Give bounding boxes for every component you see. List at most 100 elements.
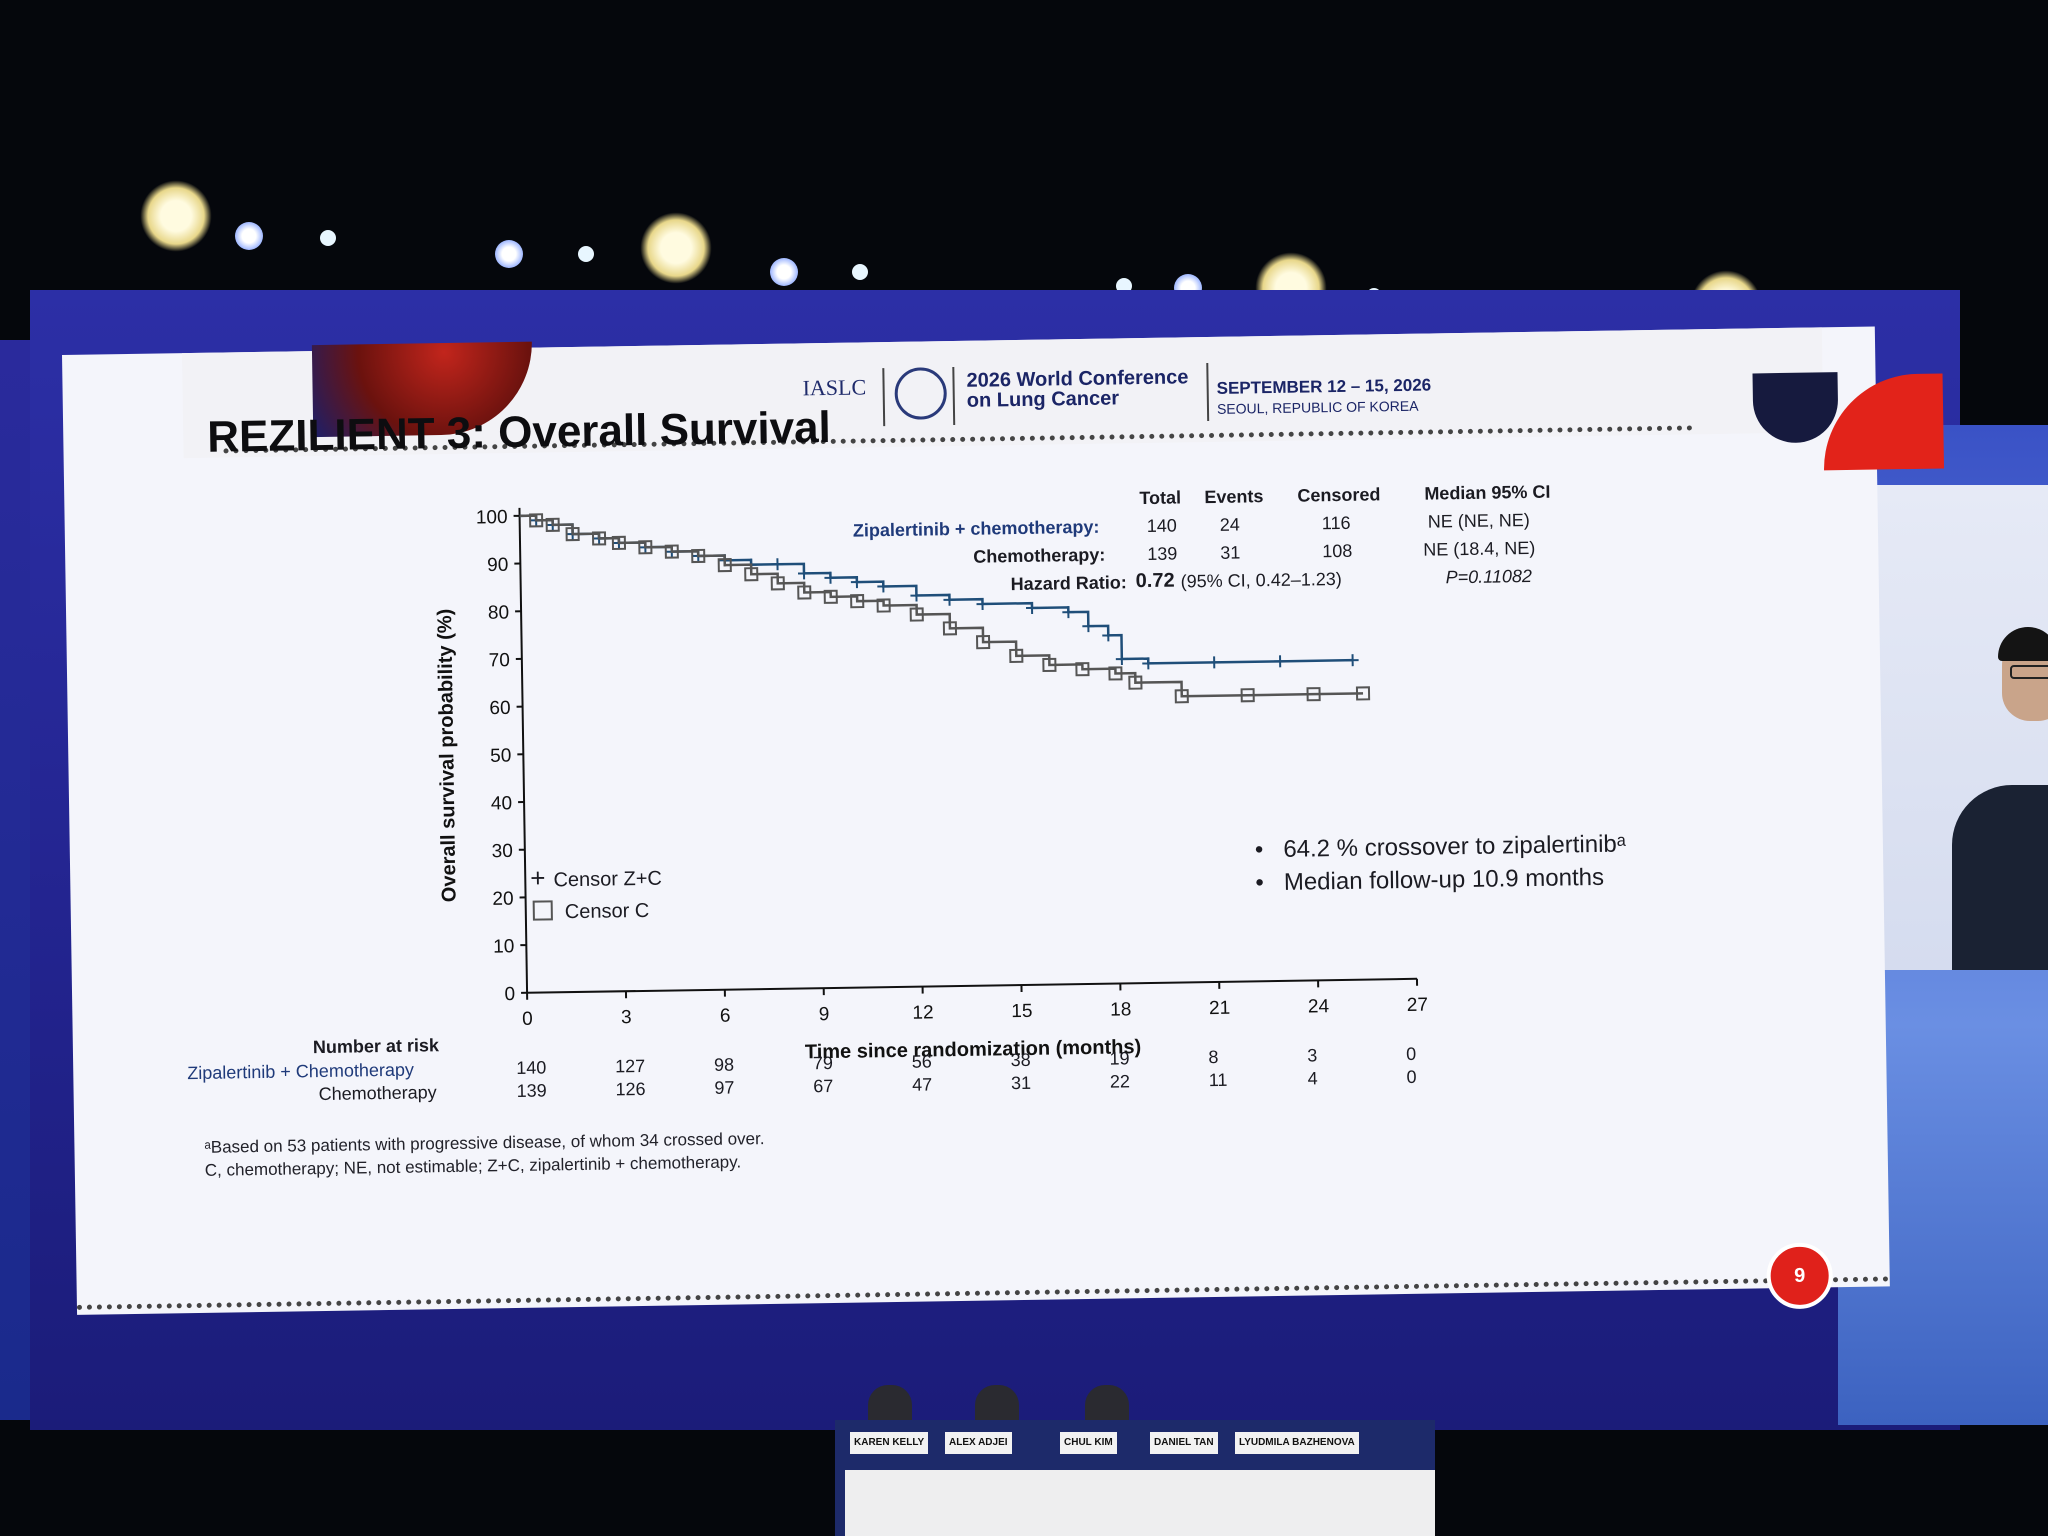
censor-marker-c (797, 585, 812, 600)
risk-value-zc: 56 (911, 1051, 932, 1072)
risk-value-zc: 38 (1010, 1049, 1031, 1071)
risk-value-c: 31 (1010, 1072, 1032, 1094)
y-tick-label: 40 (491, 793, 512, 814)
risk-value-c: 97 (714, 1077, 735, 1098)
risk-value-c: 126 (615, 1078, 646, 1100)
y-tick-label: 50 (490, 745, 511, 766)
square-marker-icon (532, 900, 553, 921)
censor-marker-c (638, 540, 653, 555)
censor-marker-c (664, 544, 679, 559)
censor-marker-zc (1026, 601, 1039, 614)
nameplate: LYUDMILA BAZHENOVA (1235, 1432, 1359, 1454)
risk-value-c: 67 (813, 1075, 834, 1097)
censor-marker-c (1128, 675, 1143, 690)
stage-light (140, 180, 212, 252)
risk-table-header: Number at risk (312, 1035, 440, 1058)
speaker-hair (1998, 627, 2048, 661)
speaker-body (1952, 785, 2048, 970)
stage-light (578, 246, 594, 262)
risk-value-c: 47 (911, 1074, 933, 1095)
risk-value-zc: 0 (1405, 1043, 1417, 1064)
x-tick-label: 27 (1407, 995, 1428, 1016)
x-tick-label: 9 (819, 1004, 830, 1025)
x-tick-label: 12 (912, 1002, 933, 1023)
y-axis-line (518, 507, 529, 993)
censor-marker-zc (771, 558, 784, 571)
censor-marker-zc (1274, 655, 1287, 668)
risk-value-zc: 127 (614, 1055, 646, 1077)
censor-marker-c (529, 513, 544, 528)
stage-light (770, 258, 798, 286)
censor-marker-c (1355, 686, 1371, 701)
censor-marker-zc (910, 589, 923, 602)
stage-light (320, 230, 336, 246)
censor-marker-c (565, 526, 580, 542)
bullet-follow-up: • Median follow-up 10.9 months (1255, 863, 1605, 897)
speaker-glasses (2010, 665, 2048, 679)
legend-c: Censor C (532, 899, 650, 925)
censor-marker-zc (1346, 654, 1359, 667)
stage-light (495, 240, 523, 268)
censor-marker-zc (850, 576, 863, 589)
presentation-slide: IASLC 2026 World Conference on Lung Canc… (62, 326, 1945, 1315)
nameplate: DANIEL TAN (1150, 1432, 1218, 1454)
series-line-zc (519, 514, 1353, 665)
x-tick-label: 0 (522, 1009, 533, 1030)
censor-marker-c (1306, 687, 1321, 702)
plus-marker-icon: + (530, 862, 546, 893)
x-tick-label: 3 (621, 1007, 632, 1028)
x-tick-label: 24 (1308, 996, 1330, 1017)
y-axis-label: Overall survival probability (%) (434, 609, 461, 903)
bullet-crossover-text: 64.2 % crossover to zipalertinibᵃ (1283, 830, 1626, 863)
censor-marker-c (1174, 689, 1189, 704)
censor-marker-zc (943, 593, 956, 606)
censor-marker-c (1042, 657, 1057, 673)
risk-value-c: 22 (1109, 1071, 1131, 1092)
censor-marker-c (691, 548, 706, 564)
y-tick-label: 80 (488, 602, 509, 623)
censor-marker-c (823, 589, 838, 604)
risk-row-c-label: Chemotherapy (318, 1082, 437, 1105)
risk-value-zc: 19 (1109, 1048, 1130, 1069)
nameplate: ALEX ADJEI (945, 1432, 1012, 1454)
censor-marker-c (545, 517, 560, 532)
nameplate: KAREN KELLY (850, 1432, 929, 1454)
risk-value-c: 11 (1208, 1069, 1228, 1091)
censor-marker-zc (797, 567, 811, 580)
x-tick-label: 18 (1110, 999, 1131, 1020)
x-tick-label: 6 (720, 1006, 731, 1027)
censor-marker-c (717, 557, 732, 573)
risk-value-zc: 140 (516, 1057, 547, 1078)
risk-value-zc: 79 (812, 1052, 834, 1074)
censor-marker-zc (1142, 657, 1155, 670)
censor-marker-zc (1115, 653, 1128, 666)
risk-value-c: 0 (1406, 1066, 1417, 1087)
censor-marker-c (850, 594, 865, 609)
bullet-crossover: • 64.2 % crossover to zipalertinibᵃ (1254, 830, 1626, 864)
x-axis-label: Time since randomization (months) (805, 1036, 1142, 1063)
x-tick-label: 21 (1209, 998, 1230, 1019)
risk-value-zc: 98 (713, 1054, 735, 1075)
censor-marker-c (942, 621, 958, 636)
legend-c-label: Censor C (564, 899, 650, 924)
risk-value-zc: 8 (1208, 1046, 1219, 1068)
censor-marker-c (611, 535, 627, 551)
censor-marker-zc (1062, 606, 1075, 619)
y-tick-label: 70 (489, 650, 510, 671)
censor-marker-c (975, 635, 991, 650)
censor-marker-zc (1102, 629, 1115, 642)
x-axis-line (527, 977, 1417, 994)
censor-marker-c (1240, 688, 1255, 703)
risk-value-zc: 3 (1307, 1045, 1318, 1066)
risk-value-c: 4 (1307, 1068, 1318, 1089)
risk-value-c: 139 (516, 1080, 547, 1101)
risk-row-zc-label: Zipalertinib + Chemotherapy (187, 1059, 415, 1084)
stage-light (235, 222, 263, 250)
legend-zc: + Censor Z+C (530, 861, 662, 894)
stage-light (640, 212, 712, 284)
censor-marker-c (1009, 648, 1024, 664)
bullet-follow-up-text: Median follow-up 10.9 months (1283, 863, 1605, 896)
censor-marker-zc (1082, 620, 1095, 633)
y-tick-label: 100 (476, 507, 508, 528)
